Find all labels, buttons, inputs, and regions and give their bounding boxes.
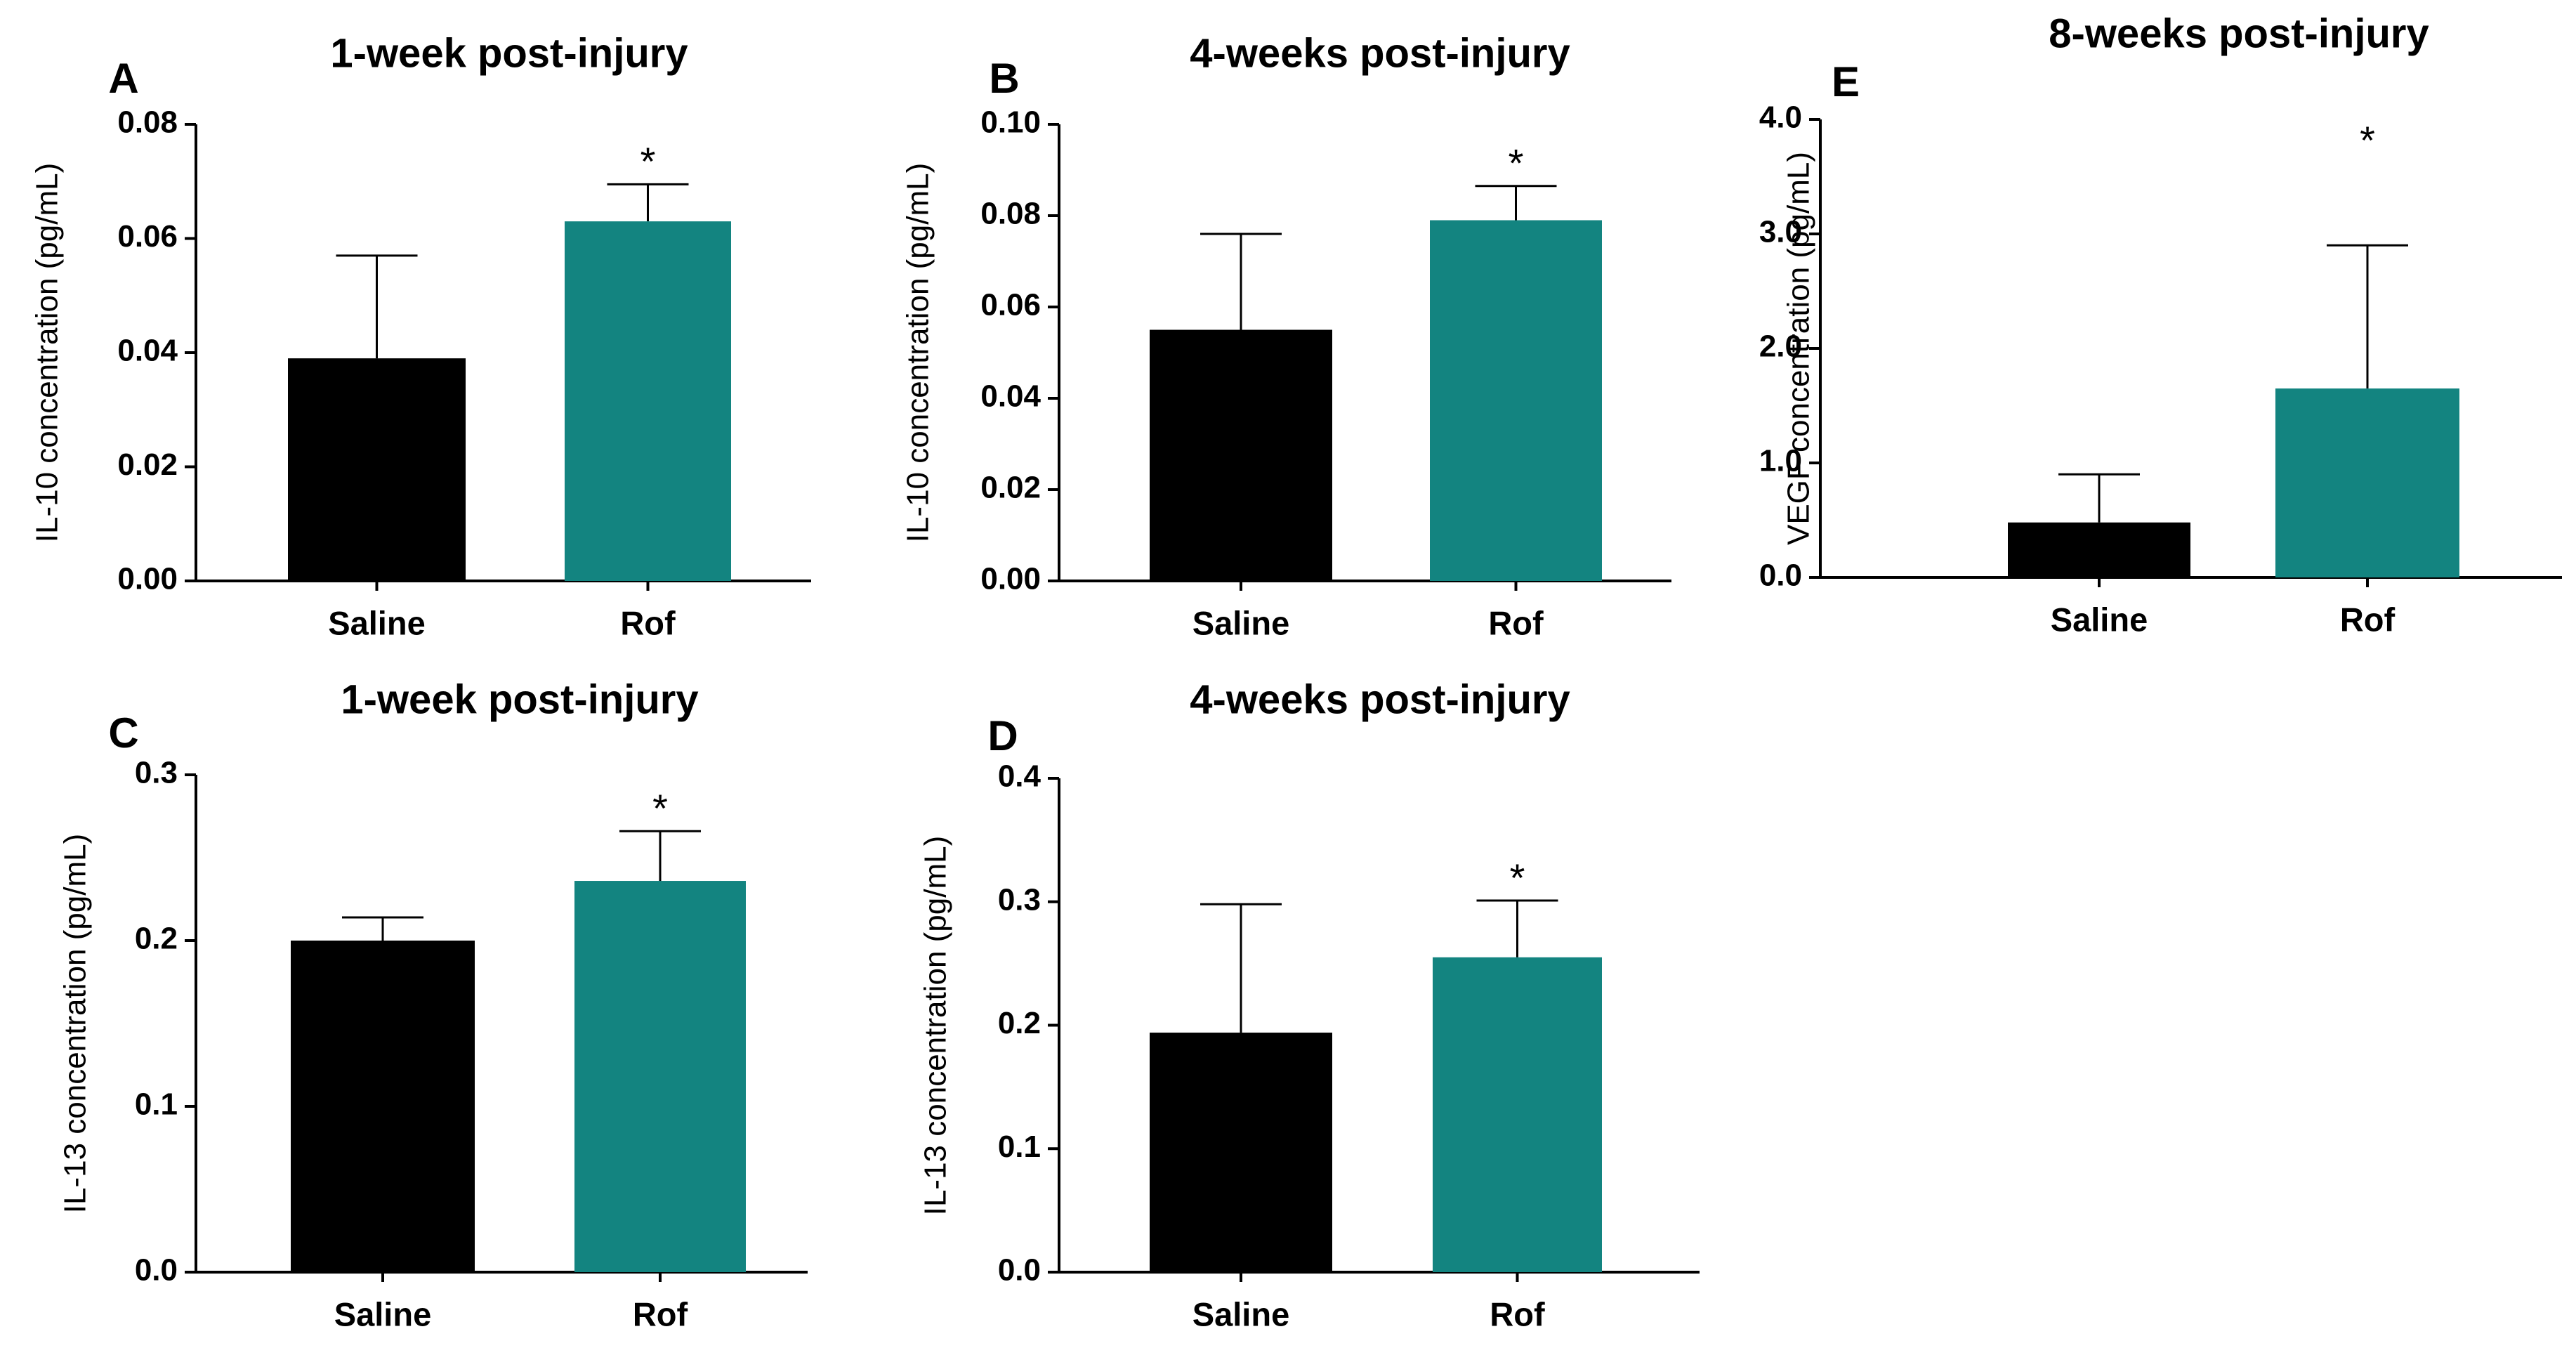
panel-d-letter: D bbox=[987, 712, 1018, 759]
panel-e-y-tick-label: 1.0 bbox=[1759, 444, 1802, 478]
panel-a-y-tick-label: 0.08 bbox=[117, 105, 178, 140]
panel-c-y-tick-label: 0.3 bbox=[135, 756, 178, 790]
panel-c-title: 1-week post-injury bbox=[341, 676, 698, 722]
panel-e-category-label: Rof bbox=[2340, 601, 2396, 638]
panel-a-significance-marker: * bbox=[640, 139, 656, 183]
panel-e-y-tick-label: 0.0 bbox=[1759, 558, 1802, 593]
panel-b-y-tick-label: 0.08 bbox=[980, 197, 1041, 231]
panel-a-bar-rof bbox=[565, 221, 731, 581]
panel-e-category-label: Saline bbox=[2051, 601, 2148, 638]
panel-a-bar-saline bbox=[288, 358, 466, 581]
panel-c-y-tick-label: 0.0 bbox=[135, 1253, 178, 1288]
panel-c-letter: C bbox=[108, 709, 138, 757]
panel-d-bar-saline bbox=[1150, 1033, 1332, 1272]
panel-c-category-label: Rof bbox=[633, 1295, 688, 1333]
panel-a-y-tick-label: 0.02 bbox=[117, 447, 178, 482]
panel-b-category-label: Saline bbox=[1192, 604, 1289, 641]
panel-d-y-axis-label: IL-13 concentration (pg/mL) bbox=[919, 836, 953, 1216]
panel-d-y-tick-label: 0.2 bbox=[998, 1006, 1041, 1040]
panel-d-title: 4-weeks post-injury bbox=[1190, 676, 1570, 722]
panel-b-significance-marker: * bbox=[1509, 141, 1524, 185]
panel-d-category-label: Saline bbox=[1192, 1295, 1289, 1333]
panel-d-bar-rof bbox=[1433, 957, 1602, 1272]
panel-d-y-tick-label: 0.1 bbox=[998, 1130, 1041, 1164]
panel-a-letter: A bbox=[108, 55, 138, 102]
panel-a-y-tick-label: 0.06 bbox=[117, 219, 178, 254]
panel-c-category-label: Saline bbox=[334, 1295, 431, 1333]
panel-b-y-tick-label: 0.00 bbox=[980, 562, 1041, 596]
panel-c-y-axis-label: IL-13 concentration (pg/mL) bbox=[58, 834, 93, 1214]
panel-a-y-tick-label: 0.04 bbox=[117, 334, 178, 368]
panel-e-y-tick-label: 2.0 bbox=[1759, 329, 1802, 364]
panel-e-y-tick-label: 3.0 bbox=[1759, 215, 1802, 249]
panel-e-bar-saline bbox=[2008, 522, 2190, 577]
panel-a-title: 1-week post-injury bbox=[330, 30, 688, 76]
panel-b-y-tick-label: 0.02 bbox=[980, 471, 1041, 505]
panel-e-title: 8-weeks post-injury bbox=[2049, 11, 2429, 56]
panel-b-bar-rof bbox=[1430, 220, 1602, 581]
panel-b-y-axis-label: IL-10 concentration (pg/mL) bbox=[901, 163, 935, 543]
panel-b-title: 4-weeks post-injury bbox=[1190, 30, 1570, 76]
panel-e-y-tick-label: 4.0 bbox=[1759, 100, 1802, 135]
panel-d-y-tick-label: 0.0 bbox=[998, 1253, 1041, 1288]
panel-b-bar-saline bbox=[1150, 329, 1332, 581]
panel-c-bar-rof bbox=[574, 881, 746, 1272]
panel-b-y-tick-label: 0.06 bbox=[980, 288, 1041, 322]
panel-b-category-label: Rof bbox=[1488, 604, 1544, 641]
panel-e-significance-marker: * bbox=[2360, 118, 2375, 162]
panel-b-y-tick-label: 0.04 bbox=[980, 379, 1041, 414]
panel-b-letter: B bbox=[989, 55, 1019, 102]
panel-d-y-tick-label: 0.4 bbox=[998, 759, 1041, 794]
panel-e-bar-rof bbox=[2275, 388, 2459, 577]
panel-c-significance-marker: * bbox=[652, 786, 668, 830]
panel-d-category-label: Rof bbox=[1490, 1295, 1545, 1333]
panel-c-y-tick-label: 0.1 bbox=[135, 1087, 178, 1122]
panel-a-category-label: Saline bbox=[328, 604, 425, 641]
panel-d-significance-marker: * bbox=[1510, 856, 1525, 900]
panel-a-y-tick-label: 0.00 bbox=[117, 562, 178, 596]
panel-c-y-tick-label: 0.2 bbox=[135, 922, 178, 956]
panel-a-category-label: Rof bbox=[620, 604, 676, 641]
panel-b-y-tick-label: 0.10 bbox=[980, 105, 1041, 140]
panel-e-letter: E bbox=[1832, 58, 1860, 105]
panel-c-bar-saline bbox=[291, 941, 475, 1272]
panel-a-y-axis-label: IL-10 concentration (pg/mL) bbox=[30, 163, 65, 543]
panel-d-y-tick-label: 0.3 bbox=[998, 882, 1041, 917]
